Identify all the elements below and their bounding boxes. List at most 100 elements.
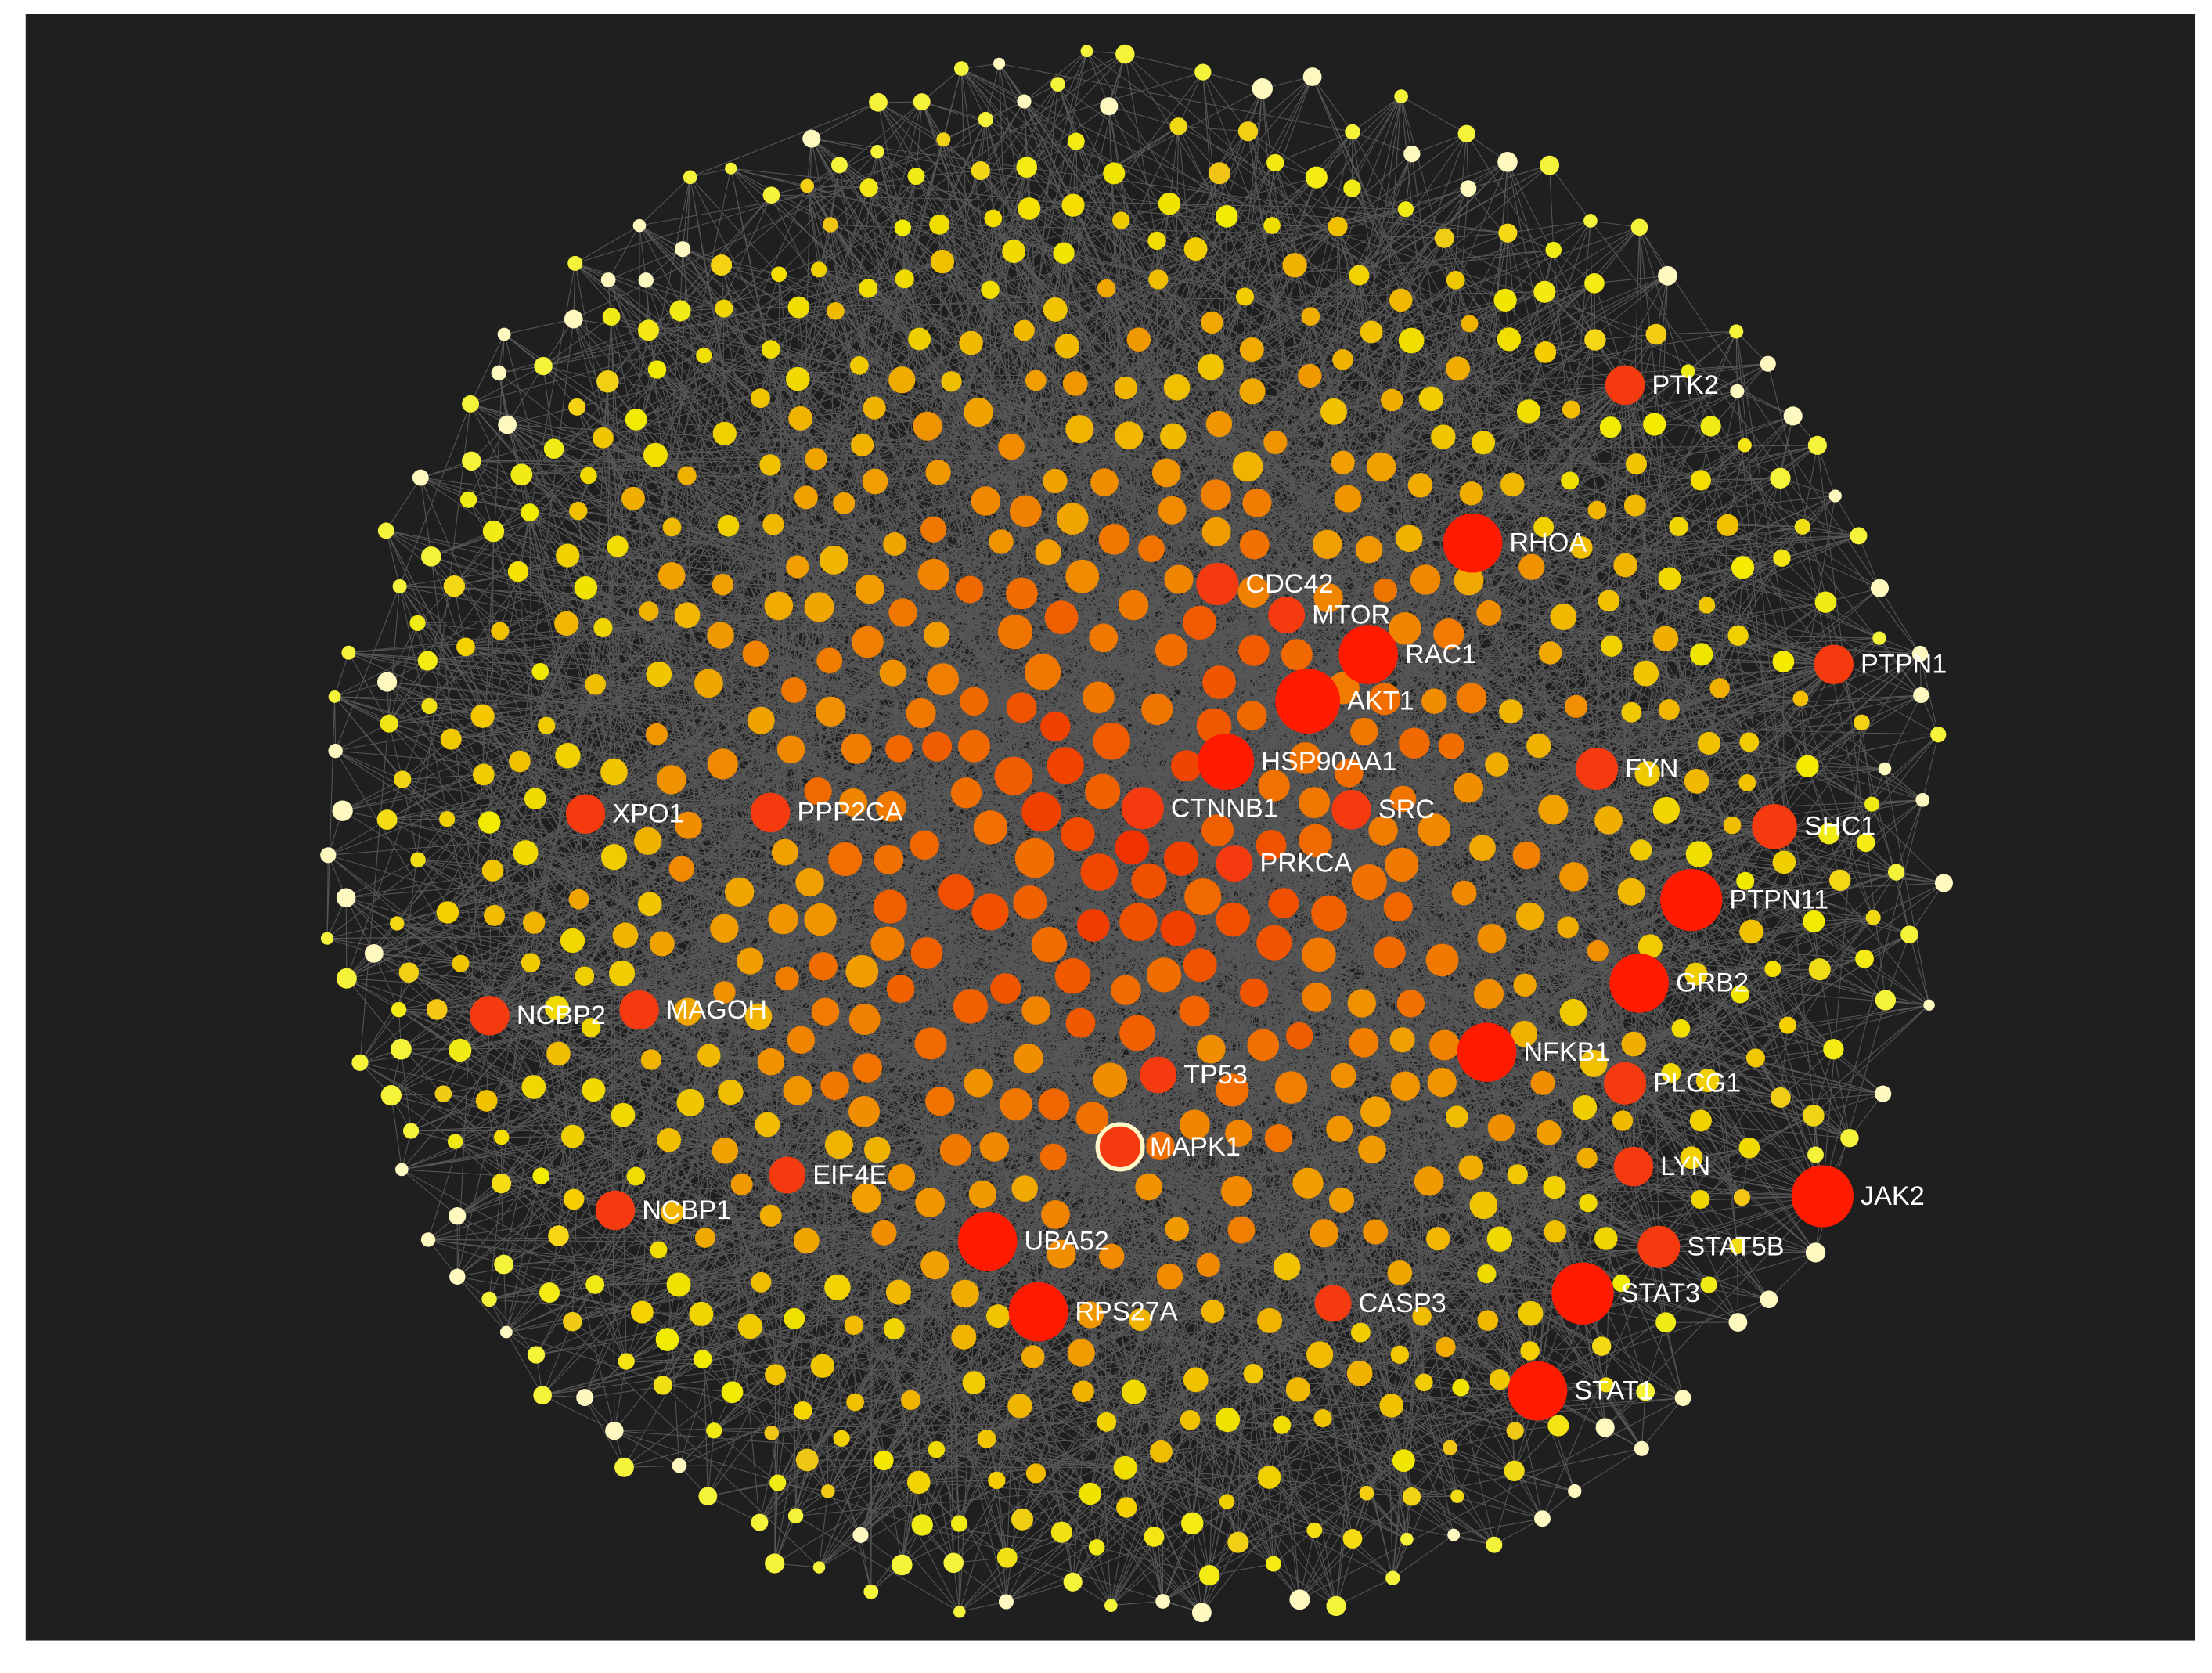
node	[1155, 633, 1188, 667]
node	[1104, 1599, 1118, 1612]
node	[1875, 1085, 1892, 1102]
node	[1652, 626, 1679, 651]
node	[1002, 240, 1026, 264]
node	[1313, 1409, 1332, 1428]
node	[1088, 1539, 1105, 1556]
node	[1009, 495, 1042, 528]
node	[1645, 323, 1667, 345]
hub-node	[1791, 1165, 1854, 1228]
node	[494, 1254, 514, 1275]
node	[788, 406, 813, 431]
node-label: RPS27A	[1075, 1297, 1177, 1327]
node	[1489, 1369, 1511, 1390]
node	[1379, 1394, 1404, 1418]
node	[1421, 688, 1447, 714]
node	[1468, 835, 1496, 862]
node-label: PTK2	[1652, 370, 1719, 400]
node	[1580, 1049, 1608, 1077]
node	[1730, 384, 1745, 398]
node	[1389, 785, 1417, 813]
node	[1116, 1497, 1137, 1518]
node-label: PTPN11	[1729, 885, 1828, 914]
hub-node	[1095, 1122, 1145, 1172]
node	[447, 1134, 463, 1149]
node	[534, 356, 553, 376]
node	[668, 856, 695, 882]
node	[434, 1085, 452, 1102]
node	[1347, 989, 1377, 1018]
node	[968, 1180, 996, 1209]
node	[693, 1350, 712, 1368]
node	[1568, 1484, 1582, 1498]
node	[1075, 1102, 1109, 1134]
node	[391, 1001, 407, 1018]
node	[672, 1458, 687, 1473]
node	[1018, 197, 1041, 220]
node	[787, 1026, 816, 1054]
node	[1533, 517, 1555, 538]
node	[1054, 334, 1080, 359]
node	[1080, 45, 1093, 58]
node	[804, 903, 837, 936]
node	[1349, 1027, 1379, 1058]
node	[1158, 192, 1181, 215]
node	[1017, 94, 1032, 109]
node	[926, 663, 960, 696]
node	[1350, 1322, 1371, 1343]
node-label: FYN	[1625, 754, 1678, 784]
node	[1436, 1336, 1456, 1358]
node	[1550, 604, 1577, 630]
node	[1216, 902, 1251, 937]
node	[1561, 471, 1580, 490]
node	[804, 592, 834, 622]
node	[855, 575, 884, 604]
node	[1093, 722, 1130, 760]
node	[863, 1136, 891, 1163]
node-label: MAPK1	[1150, 1132, 1241, 1162]
node	[509, 750, 531, 773]
node	[1700, 1276, 1717, 1293]
node	[1194, 63, 1212, 81]
node	[605, 1421, 624, 1440]
node-label: NFKB1	[1523, 1037, 1609, 1067]
node	[1038, 1088, 1070, 1120]
node	[1695, 1069, 1720, 1093]
node	[470, 704, 495, 728]
node	[1438, 733, 1464, 759]
node	[640, 1049, 662, 1070]
node	[984, 209, 1003, 228]
node	[1144, 1526, 1165, 1547]
hub-node	[769, 1156, 806, 1194]
node	[913, 411, 942, 441]
node	[1684, 769, 1709, 794]
node	[851, 433, 874, 456]
node	[776, 735, 805, 764]
node	[1180, 1409, 1201, 1430]
node	[377, 522, 394, 539]
node	[1584, 329, 1606, 351]
node	[816, 647, 843, 674]
node	[497, 327, 511, 341]
node	[1383, 892, 1413, 922]
node	[1302, 937, 1336, 972]
hub-node	[1140, 1056, 1177, 1094]
node	[1477, 1264, 1497, 1284]
node	[574, 576, 598, 600]
node-label: STAT5B	[1687, 1232, 1784, 1262]
node	[1006, 692, 1037, 723]
node	[1355, 535, 1383, 564]
node	[1313, 582, 1343, 613]
node	[1072, 1380, 1094, 1403]
node	[1306, 1341, 1334, 1368]
node	[531, 662, 549, 680]
node	[1350, 717, 1378, 746]
node	[869, 92, 888, 112]
node	[907, 168, 925, 186]
node	[1538, 795, 1569, 825]
node	[1520, 1341, 1540, 1361]
node	[910, 830, 939, 860]
node	[1085, 773, 1121, 809]
node	[833, 492, 856, 514]
node	[1511, 1020, 1538, 1047]
node	[639, 601, 659, 621]
